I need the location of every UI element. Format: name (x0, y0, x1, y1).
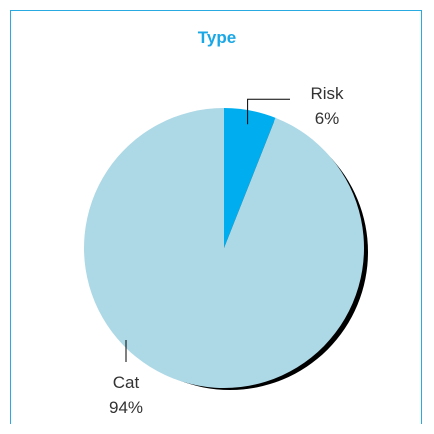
pie-slices (84, 108, 365, 389)
slice-value-risk: 6% (315, 109, 340, 128)
slice-label-risk: Risk (310, 84, 344, 103)
slice-label-cat: Cat (113, 373, 140, 392)
slice-value-cat: 94% (109, 398, 143, 417)
pie-leaders (125, 98, 290, 362)
chart-frame (10, 10, 422, 424)
pie-labels: Risk 6% Cat 94% (109, 84, 344, 417)
pie-slice-risk (224, 108, 276, 248)
leader-line-risk (247, 98, 290, 125)
chart-title: Type (197, 28, 237, 47)
pie-slice-cat (84, 108, 365, 389)
